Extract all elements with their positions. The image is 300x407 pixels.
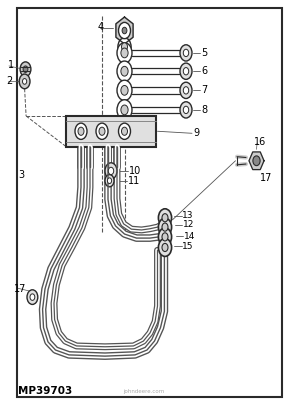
- Circle shape: [105, 175, 114, 187]
- Text: 8: 8: [201, 105, 207, 115]
- Circle shape: [20, 62, 31, 77]
- Circle shape: [183, 68, 189, 75]
- Circle shape: [117, 43, 132, 63]
- Circle shape: [30, 294, 35, 300]
- Circle shape: [99, 127, 105, 135]
- Circle shape: [180, 102, 192, 118]
- Circle shape: [162, 214, 168, 222]
- Circle shape: [75, 123, 87, 139]
- Circle shape: [122, 43, 128, 51]
- Circle shape: [121, 48, 128, 58]
- Text: 12: 12: [183, 220, 194, 229]
- Circle shape: [122, 27, 127, 34]
- Text: 17: 17: [14, 284, 27, 294]
- Circle shape: [117, 61, 132, 81]
- Text: 6: 6: [201, 66, 207, 76]
- Bar: [66, 116, 156, 147]
- Circle shape: [121, 66, 128, 76]
- Circle shape: [158, 228, 172, 246]
- Circle shape: [19, 74, 30, 89]
- Text: 5: 5: [201, 48, 207, 58]
- Bar: [16, 8, 282, 397]
- Text: 2: 2: [7, 77, 13, 86]
- Circle shape: [23, 66, 28, 72]
- Text: 16: 16: [254, 138, 266, 147]
- Text: 3: 3: [19, 170, 25, 180]
- Circle shape: [162, 223, 168, 231]
- Polygon shape: [249, 152, 264, 170]
- Text: 17: 17: [260, 173, 272, 183]
- Circle shape: [183, 49, 189, 57]
- Circle shape: [108, 167, 114, 175]
- Circle shape: [180, 82, 192, 98]
- Text: 7: 7: [201, 85, 207, 95]
- Polygon shape: [116, 17, 133, 44]
- Circle shape: [96, 123, 108, 139]
- Circle shape: [162, 243, 168, 252]
- Circle shape: [118, 123, 130, 139]
- Circle shape: [158, 239, 172, 256]
- Circle shape: [22, 79, 27, 84]
- Circle shape: [183, 87, 189, 94]
- Circle shape: [118, 38, 131, 56]
- Circle shape: [158, 218, 172, 236]
- Circle shape: [117, 80, 132, 101]
- Text: 15: 15: [182, 242, 194, 251]
- Circle shape: [78, 127, 84, 135]
- Circle shape: [122, 127, 128, 135]
- Text: MP39703: MP39703: [18, 386, 72, 396]
- Circle shape: [121, 105, 128, 115]
- Circle shape: [105, 163, 117, 179]
- Circle shape: [107, 178, 112, 184]
- Circle shape: [117, 100, 132, 120]
- Circle shape: [121, 85, 128, 95]
- Circle shape: [162, 233, 168, 241]
- Text: 14: 14: [184, 232, 195, 241]
- Circle shape: [158, 209, 172, 227]
- Text: johndeere.com: johndeere.com: [123, 389, 165, 394]
- Circle shape: [183, 106, 189, 114]
- Text: 4: 4: [98, 22, 103, 32]
- Circle shape: [180, 63, 192, 79]
- Text: 9: 9: [194, 128, 200, 138]
- Circle shape: [27, 290, 38, 304]
- Text: 1: 1: [8, 60, 14, 70]
- Text: 13: 13: [182, 211, 194, 220]
- Text: 11: 11: [128, 176, 141, 186]
- Circle shape: [180, 45, 192, 61]
- Text: 10: 10: [129, 166, 141, 176]
- Circle shape: [118, 22, 130, 39]
- Circle shape: [253, 156, 260, 166]
